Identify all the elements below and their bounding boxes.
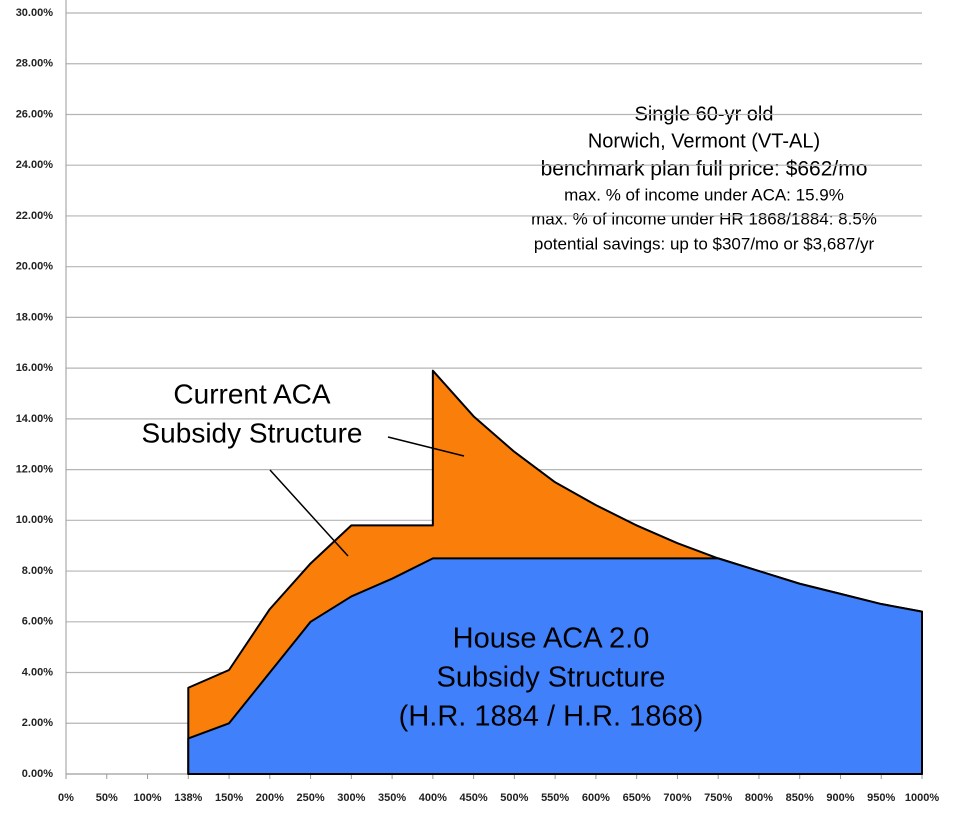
- annotation-info: Single 60-yr old Norwich, Vermont (VT-AL…: [531, 103, 877, 253]
- x-tick-label: 750%: [704, 792, 732, 804]
- x-tick-label: 850%: [786, 792, 814, 804]
- annotation-house: (H.R. 1884 / H.R. 1868): [399, 701, 704, 733]
- x-tick-label: 250%: [297, 792, 325, 804]
- x-tick-label: 650%: [623, 792, 651, 804]
- x-tick-label: 950%: [867, 792, 895, 804]
- area: [187, 557, 923, 775]
- y-tick-label: 0.00%: [22, 768, 53, 780]
- x-tick-label: 100%: [133, 792, 161, 804]
- x-tick-label: 150%: [215, 792, 243, 804]
- x-tick-label: 550%: [541, 792, 569, 804]
- x-tick-label: 0%: [58, 792, 74, 804]
- x-tick-label: 138%: [174, 792, 202, 804]
- info-line: potential savings: up to $307/mo or $3,6…: [534, 234, 875, 253]
- y-tick-label: 18.00%: [16, 311, 54, 323]
- y-tick-label: 26.00%: [16, 108, 54, 120]
- annotation-current: Subsidy Structure: [142, 417, 363, 448]
- pointer: [269, 469, 349, 557]
- x-tick-label: 700%: [663, 792, 691, 804]
- x-tick-label: 800%: [745, 792, 773, 804]
- y-tick-label: 4.00%: [22, 666, 53, 678]
- y-tick-label: 28.00%: [16, 58, 54, 70]
- x-tick-label: 500%: [500, 792, 528, 804]
- info-line: Norwich, Vermont (VT-AL): [588, 130, 820, 152]
- annotation-current: Current ACA: [173, 378, 330, 409]
- y-tick-label: 8.00%: [22, 565, 53, 577]
- y-tick-label: 16.00%: [16, 362, 54, 374]
- info-line: benchmark plan full price: $662/mo: [541, 158, 868, 181]
- x-tick-label: 200%: [256, 792, 284, 804]
- x-tick-label: 600%: [582, 792, 610, 804]
- y-tick-label: 30.00%: [16, 7, 54, 19]
- x-tick-label: 350%: [378, 792, 406, 804]
- y-tick-label: 20.00%: [16, 261, 54, 273]
- x-tick-label: 400%: [419, 792, 447, 804]
- y-tick-label: 24.00%: [16, 159, 54, 171]
- y-tick-label: 14.00%: [16, 413, 54, 425]
- y-tick-label: 2.00%: [22, 717, 53, 729]
- annotation-house: Subsidy Structure: [437, 662, 666, 694]
- x-tick-label: 1000%: [905, 792, 939, 804]
- y-tick-label: 12.00%: [16, 464, 54, 476]
- pointer: [387, 436, 465, 457]
- x-tick-label: 50%: [96, 792, 118, 804]
- x-tick-label: 300%: [337, 792, 365, 804]
- info-line: max. % of income under HR 1868/1884: 8.5…: [531, 209, 877, 228]
- x-tick-label: 900%: [826, 792, 854, 804]
- x-tick-label: 450%: [460, 792, 488, 804]
- y-tick-label: 22.00%: [16, 210, 54, 222]
- info-line: max. % of income under ACA: 15.9%: [564, 185, 844, 204]
- y-tick-label: 6.00%: [22, 616, 53, 628]
- annotation-house: House ACA 2.0: [453, 623, 650, 655]
- y-tick-label: 10.00%: [16, 514, 54, 526]
